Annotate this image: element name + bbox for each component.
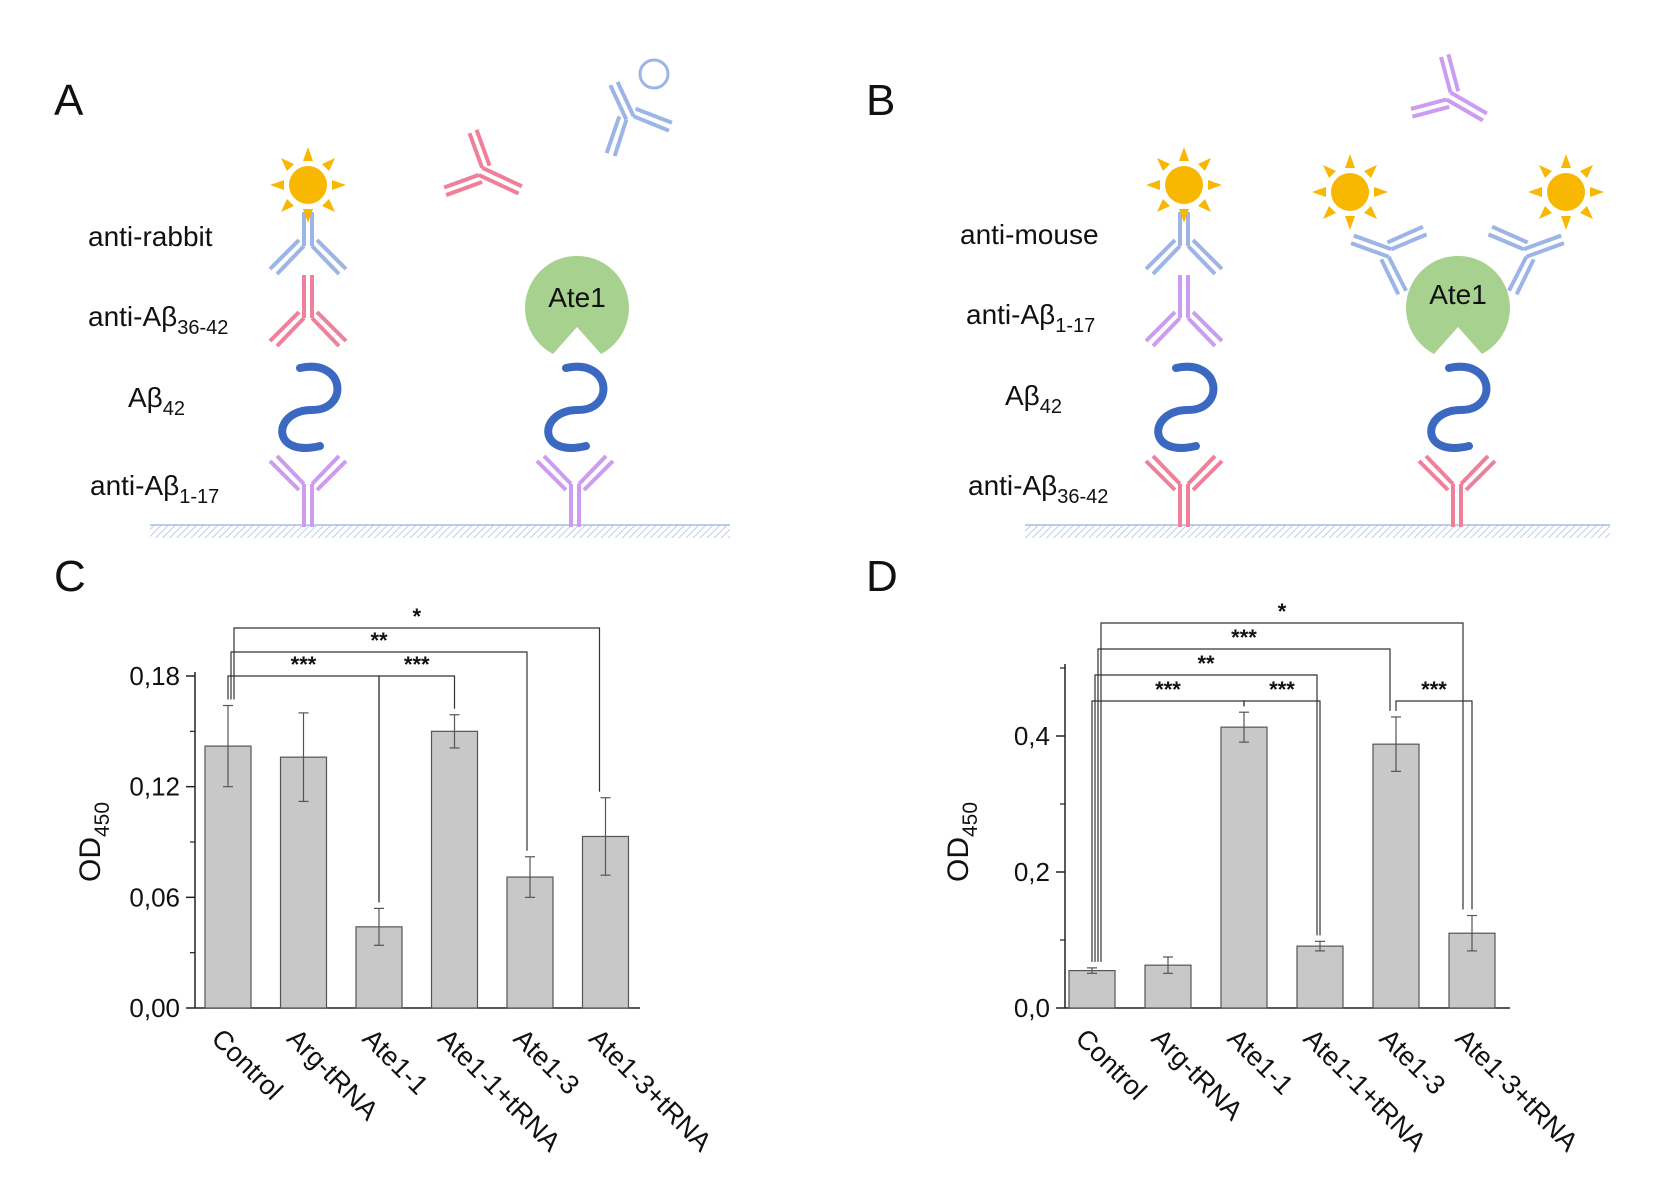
ate1-label-b: Ate1 [1429, 279, 1487, 310]
bar [1220, 726, 1268, 1009]
plate-surface-b [1025, 525, 1610, 538]
sun-icon [1312, 154, 1388, 230]
significance-label: *** [1231, 625, 1257, 650]
bar [1068, 969, 1116, 1009]
detection-antibody-b-left [1144, 275, 1224, 348]
sun-icon [1146, 147, 1222, 223]
panel-letter-d: D [866, 552, 898, 601]
bar [1296, 945, 1344, 1009]
panel-letter-c: C [54, 552, 86, 601]
significance-bracket [1094, 674, 1318, 962]
label-anti-abeta-1-17-a: anti-Aβ1-17 [90, 470, 219, 508]
abeta-peptide-b-left [1154, 362, 1218, 452]
y-tick-label: 0,00 [129, 993, 180, 1023]
ate1-label-a: Ate1 [548, 282, 606, 313]
sun-icon [1528, 154, 1604, 230]
sun-icon [270, 147, 346, 223]
capture-antibody-b-right [1417, 454, 1497, 527]
y-tick-label: 0,06 [129, 882, 180, 912]
secondary-antibody-a-left [268, 212, 348, 276]
abeta-peptide-a-left [278, 362, 342, 452]
plate-surface-a [150, 525, 730, 538]
secondary-antibody-b-ate1-right [1487, 224, 1565, 296]
category-label: Ate1-3+tRNA [583, 1023, 717, 1157]
significance-bracket [233, 627, 601, 792]
ate1-enzyme-a [525, 255, 630, 354]
label-anti-abeta-36-42-b: anti-Aβ36-42 [968, 470, 1108, 508]
significance-label: *** [1269, 677, 1295, 702]
y-tick-label: 0,18 [129, 661, 180, 691]
label-anti-mouse: anti-mouse [960, 219, 1099, 250]
panel-letter-b: B [866, 76, 896, 125]
abeta-peptide-a-right [544, 362, 608, 452]
chart-c: 0,000,060,120,18OD450ControlArg-tRNAAte1… [74, 604, 717, 1157]
category-label: Control [1070, 1023, 1153, 1106]
significance-bracket [1097, 648, 1391, 962]
ate1-enzyme-b [1406, 255, 1511, 354]
category-label: Ate1-3+tRNA [1450, 1023, 1584, 1157]
capture-antibody-a-left [268, 454, 348, 527]
significance-label: *** [404, 652, 430, 677]
y-tick-label: 0,2 [1014, 857, 1050, 887]
label-abeta42-b: Aβ42 [1005, 380, 1062, 418]
bar [1372, 743, 1420, 1009]
y-axis-title: OD450 [942, 802, 982, 882]
significance-label: ** [1197, 651, 1215, 676]
significance-label: *** [1421, 677, 1447, 702]
y-axis-title: OD450 [74, 802, 114, 882]
significance-bracket [230, 651, 528, 851]
significance-label: * [412, 604, 421, 629]
significance-bracket [378, 675, 456, 903]
panel-letter-a: A [54, 76, 84, 125]
y-tick-label: 0,12 [129, 772, 180, 802]
secondary-antibody-b-ate1-left [1350, 224, 1428, 296]
chart-d: 0,00,20,4OD450ControlArg-tRNAAte1-1Ate1-… [942, 599, 1584, 1157]
label-abeta42-a: Aβ42 [128, 382, 185, 420]
abeta-peptide-b-right [1427, 362, 1491, 452]
label-anti-rabbit: anti-rabbit [88, 221, 213, 252]
free-antibody-purple-b [1410, 53, 1488, 123]
free-label-circle-a [638, 58, 670, 90]
significance-bracket [1243, 700, 1321, 936]
diagram-b: Ate1 [960, 53, 1610, 538]
secondary-antibody-b-left [1144, 212, 1224, 276]
bar [430, 730, 479, 1009]
bar [204, 745, 252, 1009]
free-antibody-red-a [443, 129, 523, 197]
label-anti-abeta-36-42-a: anti-Aβ36-42 [88, 301, 228, 339]
significance-label: *** [291, 652, 317, 677]
detection-antibody-a-left [268, 275, 348, 348]
significance-label: ** [370, 628, 388, 653]
y-tick-label: 0,0 [1014, 993, 1050, 1023]
category-label: Control [206, 1023, 289, 1106]
capture-antibody-a-right [535, 454, 615, 527]
capture-antibody-b-left [1144, 454, 1224, 527]
significance-bracket [1395, 700, 1473, 910]
significance-label: * [1278, 599, 1287, 624]
label-anti-abeta-1-17-b: anti-Aβ1-17 [966, 299, 1095, 337]
significance-bracket [1100, 622, 1464, 962]
significance-label: *** [1155, 677, 1181, 702]
diagram-a: Ate1 anti-rabbit anti-Aβ36-42 Aβ42 anti-… [88, 58, 730, 538]
y-tick-label: 0,4 [1014, 721, 1050, 751]
free-antibody-blue-a [604, 81, 673, 157]
